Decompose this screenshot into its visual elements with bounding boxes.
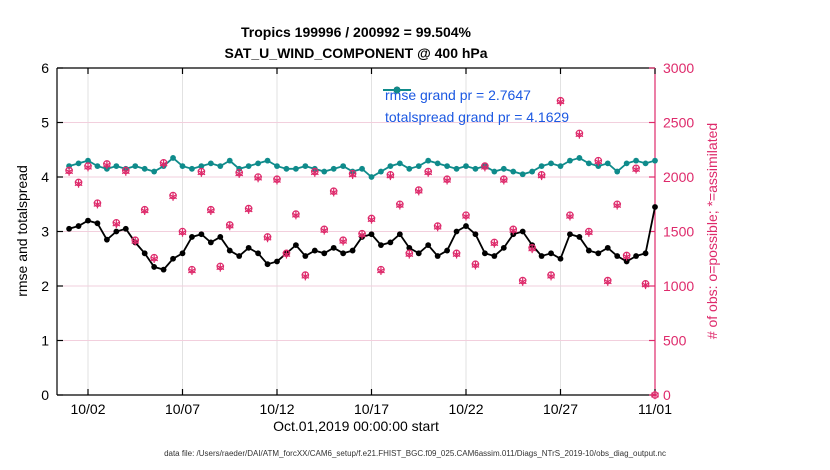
svg-text:10/27: 10/27 xyxy=(543,401,578,417)
svg-text:2500: 2500 xyxy=(663,115,694,131)
svg-text:6: 6 xyxy=(41,60,49,76)
svg-text:2000: 2000 xyxy=(663,169,694,185)
legend-entry-totalspread: totalspread grand pr = 4.1629 xyxy=(382,86,570,128)
svg-text:10/22: 10/22 xyxy=(448,401,483,417)
legend-label-totalspread: totalspread grand pr = 4.1629 xyxy=(385,109,570,125)
svg-text:1: 1 xyxy=(41,333,49,349)
svg-text:2: 2 xyxy=(41,278,49,294)
svg-text:10/12: 10/12 xyxy=(259,401,294,417)
rmse-series xyxy=(66,204,658,273)
gridlines xyxy=(57,68,656,395)
svg-text:0: 0 xyxy=(663,387,671,403)
tick-marks-and-labels: 10/02 10/07 10/12 10/17 10/22 10/27 11/0101234… xyxy=(41,60,694,417)
chart-title-line2: SAT_U_WIND_COMPONENT @ 400 hPa xyxy=(224,45,488,61)
x-axis-label: Oct.01,2019 00:00:00 start xyxy=(273,418,439,434)
svg-text:10/07: 10/07 xyxy=(165,401,200,417)
chart-title: Tropics 199996 / 200992 = 99.504% SAT_U_… xyxy=(57,22,655,64)
svg-text:500: 500 xyxy=(663,333,687,349)
data-file-path: data file: /Users/raeder/DAI/ATM_forcXX/… xyxy=(164,449,666,458)
svg-text:11/01: 11/01 xyxy=(638,401,672,417)
left-y-axis-label: rmse and totalspread xyxy=(14,165,30,297)
svg-text:1500: 1500 xyxy=(663,224,694,240)
svg-text:3000: 3000 xyxy=(663,60,694,76)
svg-text:3: 3 xyxy=(41,224,49,240)
totalspread-series xyxy=(66,155,658,180)
legend-label-rmse: rmse grand pr = 2.7647 xyxy=(385,87,531,103)
chart-title-line1: Tropics 199996 / 200992 = 99.504% xyxy=(240,24,471,40)
totalspread-line-swatch-icon xyxy=(383,86,411,94)
svg-text:0: 0 xyxy=(41,387,49,403)
svg-text:10/17: 10/17 xyxy=(354,401,389,417)
svg-text:1000: 1000 xyxy=(663,278,694,294)
right-y-axis-label: # of obs: o=possible; *=assimilated xyxy=(704,122,720,340)
legend: rmse grand pr = 2.7647 totalspread grand… xyxy=(382,84,569,128)
svg-text:10/02: 10/02 xyxy=(70,401,105,417)
svg-text:4: 4 xyxy=(41,169,49,185)
obs-assimilated-scatter xyxy=(65,97,659,400)
obs-possible-scatter xyxy=(65,96,659,399)
svg-text:5: 5 xyxy=(41,115,49,131)
